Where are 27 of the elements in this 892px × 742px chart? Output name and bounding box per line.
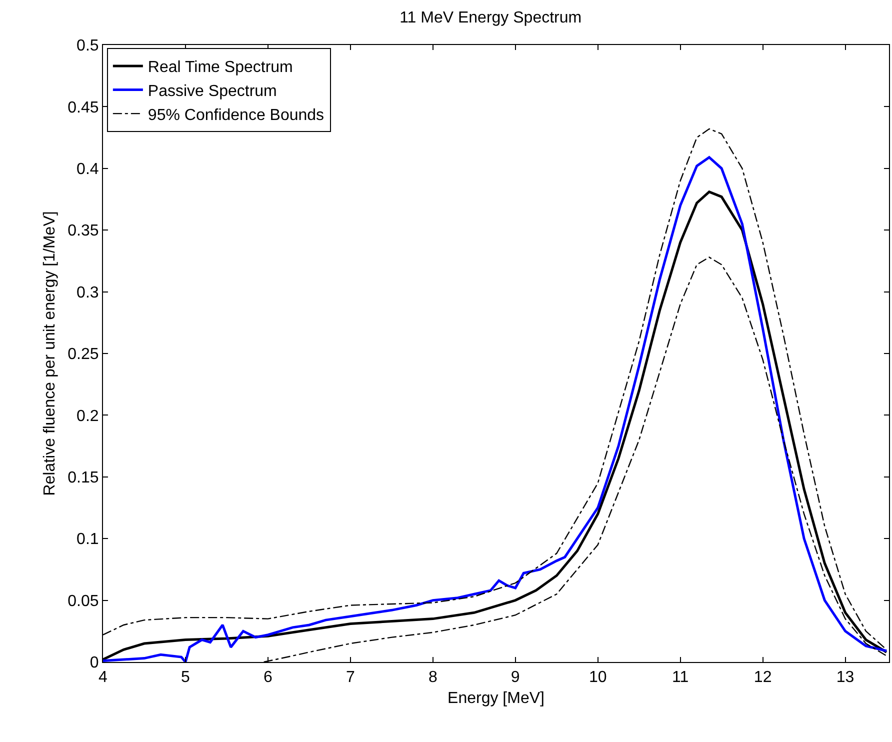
y-tick-label: 0.05	[68, 592, 99, 610]
y-tick-label: 0.4	[76, 161, 99, 178]
y-tick-label: 0.3	[76, 284, 99, 302]
chart-title: 11 MeV Energy Spectrum	[400, 9, 582, 26]
x-tick-label: 12	[754, 669, 772, 686]
y-tick-label: 0.5	[76, 38, 99, 55]
x-tick-label: 11	[672, 669, 689, 686]
legend-label: 95% Confidence Bounds	[148, 106, 324, 124]
x-tick-label: 13	[836, 669, 854, 686]
x-tick-label: 6	[263, 669, 272, 686]
x-tick-label: 10	[588, 669, 607, 686]
y-tick-label: 0.1	[76, 531, 99, 548]
x-tick-label: 4	[98, 669, 108, 686]
y-tick-label: 0.15	[68, 470, 99, 486]
legend-label: Real Time Spectrum	[148, 59, 293, 76]
y-axis-title: Relative fluence per unit energy [1/MeV]	[42, 211, 59, 496]
x-tick-label: 7	[346, 669, 355, 686]
y-tick-label: 0.35	[68, 222, 99, 240]
legend-label: Passive Spectrum	[148, 83, 277, 100]
y-tick-label: 0.25	[68, 346, 99, 364]
y-tick-label: 0.45	[68, 99, 99, 116]
x-axis-title: Energy [MeV]	[448, 690, 544, 707]
y-tick-label: 0	[90, 654, 99, 672]
x-tick-label: 8	[428, 669, 438, 686]
x-tick-label: 5	[181, 669, 190, 686]
x-tick-label: 9	[510, 669, 520, 686]
y-tick-label: 0.2	[76, 408, 99, 425]
